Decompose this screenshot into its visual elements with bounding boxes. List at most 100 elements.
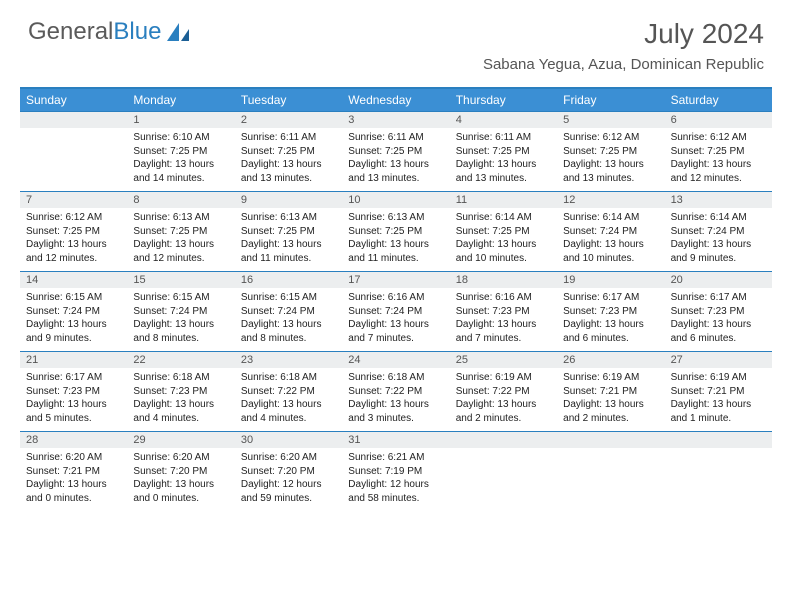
day-number: 9 <box>235 192 342 208</box>
calendar: SundayMondayTuesdayWednesdayThursdayFrid… <box>20 87 772 511</box>
day-detail-line: Sunrise: 6:14 AM <box>671 211 766 225</box>
day-detail-line: Sunset: 7:24 PM <box>348 305 443 319</box>
day-details: Sunrise: 6:18 AMSunset: 7:23 PMDaylight:… <box>127 368 234 431</box>
day-number: 2 <box>235 112 342 128</box>
day-details <box>450 448 557 508</box>
day-detail-line: Sunrise: 6:13 AM <box>348 211 443 225</box>
day-detail-line: Daylight: 13 hours and 11 minutes. <box>241 238 336 265</box>
day-cell: 5Sunrise: 6:12 AMSunset: 7:25 PMDaylight… <box>557 112 664 191</box>
day-detail-line: Daylight: 13 hours and 8 minutes. <box>133 318 228 345</box>
week-row: 7Sunrise: 6:12 AMSunset: 7:25 PMDaylight… <box>20 191 772 271</box>
day-detail-line: Daylight: 13 hours and 2 minutes. <box>456 398 551 425</box>
day-detail-line: Sunset: 7:25 PM <box>241 145 336 159</box>
day-detail-line: Sunrise: 6:19 AM <box>563 371 658 385</box>
day-detail-line: Daylight: 13 hours and 6 minutes. <box>671 318 766 345</box>
day-detail-line: Daylight: 13 hours and 2 minutes. <box>563 398 658 425</box>
day-detail-line: Daylight: 13 hours and 5 minutes. <box>26 398 121 425</box>
day-details: Sunrise: 6:17 AMSunset: 7:23 PMDaylight:… <box>665 288 772 351</box>
day-detail-line: Daylight: 13 hours and 12 minutes. <box>26 238 121 265</box>
day-cell: 6Sunrise: 6:12 AMSunset: 7:25 PMDaylight… <box>665 112 772 191</box>
day-details: Sunrise: 6:11 AMSunset: 7:25 PMDaylight:… <box>342 128 449 191</box>
day-detail-line: Sunrise: 6:11 AM <box>241 131 336 145</box>
day-detail-line: Sunrise: 6:13 AM <box>133 211 228 225</box>
day-detail-line: Sunrise: 6:20 AM <box>26 451 121 465</box>
day-cell: 10Sunrise: 6:13 AMSunset: 7:25 PMDayligh… <box>342 192 449 271</box>
weekday-label: Tuesday <box>235 89 342 111</box>
day-detail-line: Sunrise: 6:11 AM <box>348 131 443 145</box>
brand-logo: GeneralBlue <box>28 18 191 46</box>
day-details: Sunrise: 6:21 AMSunset: 7:19 PMDaylight:… <box>342 448 449 511</box>
day-number: 1 <box>127 112 234 128</box>
day-detail-line: Sunset: 7:19 PM <box>348 465 443 479</box>
day-number: 11 <box>450 192 557 208</box>
day-details <box>665 448 772 508</box>
day-detail-line: Sunrise: 6:19 AM <box>456 371 551 385</box>
week-row: 14Sunrise: 6:15 AMSunset: 7:24 PMDayligh… <box>20 271 772 351</box>
weekday-label: Sunday <box>20 89 127 111</box>
day-detail-line: Sunset: 7:21 PM <box>563 385 658 399</box>
day-number: 20 <box>665 272 772 288</box>
day-cell: 11Sunrise: 6:14 AMSunset: 7:25 PMDayligh… <box>450 192 557 271</box>
day-number: 10 <box>342 192 449 208</box>
day-number: 18 <box>450 272 557 288</box>
day-number: 13 <box>665 192 772 208</box>
day-detail-line: Daylight: 13 hours and 9 minutes. <box>26 318 121 345</box>
day-detail-line: Sunrise: 6:14 AM <box>456 211 551 225</box>
day-detail-line: Daylight: 13 hours and 9 minutes. <box>671 238 766 265</box>
day-detail-line: Sunset: 7:24 PM <box>241 305 336 319</box>
day-number <box>20 112 127 128</box>
day-detail-line: Daylight: 13 hours and 4 minutes. <box>133 398 228 425</box>
day-cell: 12Sunrise: 6:14 AMSunset: 7:24 PMDayligh… <box>557 192 664 271</box>
day-detail-line: Sunset: 7:23 PM <box>563 305 658 319</box>
day-detail-line: Daylight: 13 hours and 1 minute. <box>671 398 766 425</box>
day-number: 7 <box>20 192 127 208</box>
day-cell: 17Sunrise: 6:16 AMSunset: 7:24 PMDayligh… <box>342 272 449 351</box>
day-detail-line: Sunset: 7:25 PM <box>456 145 551 159</box>
day-number: 14 <box>20 272 127 288</box>
day-detail-line: Daylight: 13 hours and 0 minutes. <box>133 478 228 505</box>
day-cell: 8Sunrise: 6:13 AMSunset: 7:25 PMDaylight… <box>127 192 234 271</box>
week-row: 1Sunrise: 6:10 AMSunset: 7:25 PMDaylight… <box>20 111 772 191</box>
weekday-label: Thursday <box>450 89 557 111</box>
day-detail-line: Sunset: 7:23 PM <box>26 385 121 399</box>
day-details <box>20 128 127 188</box>
day-details <box>557 448 664 508</box>
day-cell: 21Sunrise: 6:17 AMSunset: 7:23 PMDayligh… <box>20 352 127 431</box>
day-detail-line: Sunrise: 6:17 AM <box>563 291 658 305</box>
day-cell: 1Sunrise: 6:10 AMSunset: 7:25 PMDaylight… <box>127 112 234 191</box>
day-detail-line: Sunrise: 6:17 AM <box>26 371 121 385</box>
day-details: Sunrise: 6:12 AMSunset: 7:25 PMDaylight:… <box>557 128 664 191</box>
day-details: Sunrise: 6:20 AMSunset: 7:20 PMDaylight:… <box>127 448 234 511</box>
day-cell: 16Sunrise: 6:15 AMSunset: 7:24 PMDayligh… <box>235 272 342 351</box>
day-detail-line: Sunset: 7:21 PM <box>671 385 766 399</box>
day-details: Sunrise: 6:13 AMSunset: 7:25 PMDaylight:… <box>342 208 449 271</box>
week-row: 28Sunrise: 6:20 AMSunset: 7:21 PMDayligh… <box>20 431 772 511</box>
day-cell: 28Sunrise: 6:20 AMSunset: 7:21 PMDayligh… <box>20 432 127 511</box>
day-number: 12 <box>557 192 664 208</box>
day-details: Sunrise: 6:15 AMSunset: 7:24 PMDaylight:… <box>20 288 127 351</box>
day-detail-line: Sunset: 7:22 PM <box>241 385 336 399</box>
day-detail-line: Sunrise: 6:11 AM <box>456 131 551 145</box>
day-cell: 25Sunrise: 6:19 AMSunset: 7:22 PMDayligh… <box>450 352 557 431</box>
day-cell: 18Sunrise: 6:16 AMSunset: 7:23 PMDayligh… <box>450 272 557 351</box>
day-cell: 14Sunrise: 6:15 AMSunset: 7:24 PMDayligh… <box>20 272 127 351</box>
day-cell: 2Sunrise: 6:11 AMSunset: 7:25 PMDaylight… <box>235 112 342 191</box>
day-detail-line: Sunset: 7:23 PM <box>671 305 766 319</box>
day-detail-line: Sunset: 7:25 PM <box>563 145 658 159</box>
day-detail-line: Sunset: 7:24 PM <box>26 305 121 319</box>
day-cell: 24Sunrise: 6:18 AMSunset: 7:22 PMDayligh… <box>342 352 449 431</box>
day-detail-line: Sunrise: 6:18 AM <box>241 371 336 385</box>
day-cell: 13Sunrise: 6:14 AMSunset: 7:24 PMDayligh… <box>665 192 772 271</box>
day-detail-line: Daylight: 13 hours and 8 minutes. <box>241 318 336 345</box>
day-cell <box>450 432 557 511</box>
day-details: Sunrise: 6:11 AMSunset: 7:25 PMDaylight:… <box>450 128 557 191</box>
day-details: Sunrise: 6:19 AMSunset: 7:22 PMDaylight:… <box>450 368 557 431</box>
day-cell <box>665 432 772 511</box>
day-details: Sunrise: 6:13 AMSunset: 7:25 PMDaylight:… <box>235 208 342 271</box>
day-details: Sunrise: 6:20 AMSunset: 7:21 PMDaylight:… <box>20 448 127 511</box>
day-number <box>557 432 664 448</box>
day-detail-line: Sunrise: 6:14 AM <box>563 211 658 225</box>
day-cell: 26Sunrise: 6:19 AMSunset: 7:21 PMDayligh… <box>557 352 664 431</box>
brand-name-1: General <box>28 18 113 46</box>
day-number: 3 <box>342 112 449 128</box>
